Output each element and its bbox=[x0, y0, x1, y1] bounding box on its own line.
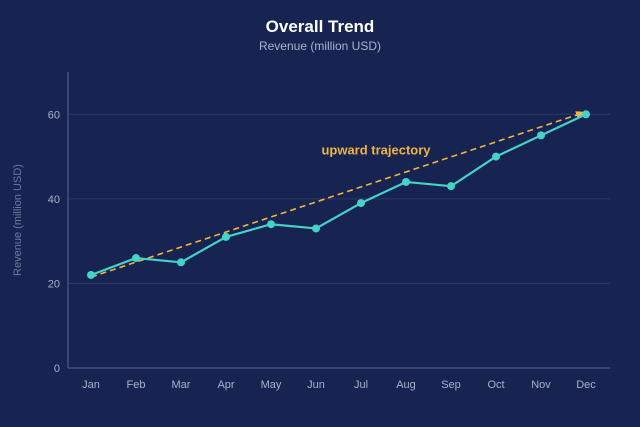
x-tick-labels: Jan Feb Mar Apr May Jun Jul Aug Sep Oct Nov Dec bbox=[82, 379, 596, 391]
y-tick-label: 20 bbox=[48, 278, 60, 290]
data-point bbox=[177, 258, 185, 267]
x-tick-label: Jun bbox=[307, 379, 325, 391]
x-tick-label: Oct bbox=[487, 379, 504, 391]
x-tick-label: Feb bbox=[127, 379, 146, 391]
annotation-group: upward trajectory bbox=[321, 142, 431, 157]
data-point bbox=[132, 254, 140, 263]
data-point bbox=[87, 270, 95, 279]
y-tick-label: 60 bbox=[48, 109, 60, 121]
trend-line bbox=[90, 111, 586, 278]
data-point bbox=[447, 182, 455, 191]
x-tick-label: Nov bbox=[531, 379, 551, 391]
data-point bbox=[312, 224, 320, 233]
series-line bbox=[90, 113, 587, 277]
data-point bbox=[402, 177, 410, 186]
grid-lines bbox=[68, 113, 610, 284]
data-point bbox=[222, 232, 230, 241]
y-axis-label: Revenue (million USD) bbox=[12, 164, 24, 276]
data-point bbox=[582, 110, 590, 119]
x-tick-label: Jul bbox=[354, 379, 368, 391]
data-point bbox=[537, 131, 545, 140]
x-tick-label: May bbox=[261, 379, 282, 391]
trend-line-group bbox=[90, 111, 586, 278]
data-point bbox=[492, 152, 500, 161]
data-point bbox=[357, 199, 365, 208]
x-tick-label: Jan bbox=[82, 379, 100, 391]
x-tick-label: Dec bbox=[576, 379, 596, 391]
x-tick-label: Sep bbox=[441, 379, 461, 391]
x-tick-label: Mar bbox=[172, 379, 191, 391]
trend-annotation: upward trajectory bbox=[321, 142, 431, 157]
chart-subtitle: Revenue (million USD) bbox=[259, 39, 381, 53]
y-tick-labels: 0 20 40 60 bbox=[48, 109, 60, 375]
x-tick-label: Apr bbox=[217, 379, 234, 391]
axes bbox=[67, 72, 610, 369]
x-tick-label: Aug bbox=[396, 379, 416, 391]
data-point bbox=[267, 220, 275, 229]
series-group bbox=[87, 110, 590, 279]
y-tick-label: 40 bbox=[48, 194, 60, 206]
chart-title: Overall Trend bbox=[266, 17, 375, 36]
y-tick-label: 0 bbox=[54, 363, 60, 375]
